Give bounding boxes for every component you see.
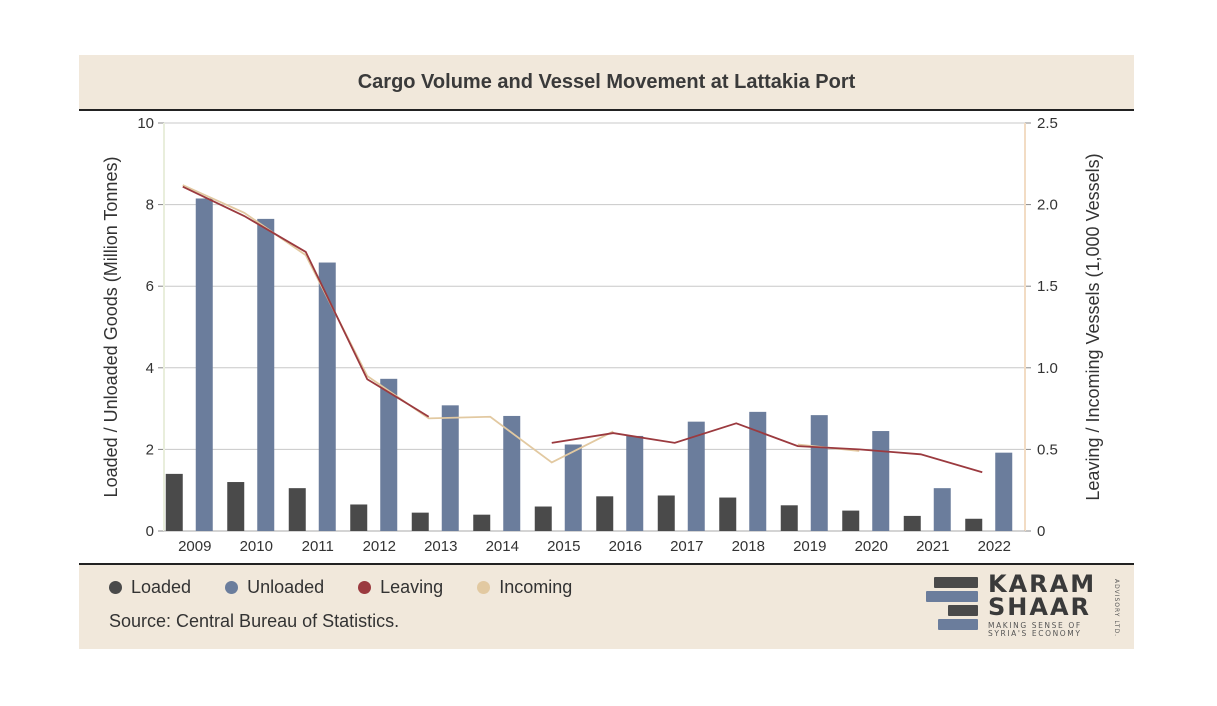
- logo-tagline: MAKING SENSE OF SYRIA'S ECONOMY: [988, 622, 1082, 638]
- bar-loaded: [780, 505, 798, 531]
- legend-label-loaded: Loaded: [131, 577, 192, 597]
- x-tick-label: 2020: [855, 538, 888, 555]
- bar-unloaded: [933, 488, 951, 531]
- bar-loaded: [965, 518, 983, 531]
- chart-card: Cargo Volume and Vessel Movement at Latt…: [79, 55, 1134, 649]
- logo-bars-icon: [926, 575, 986, 643]
- source-note: Source: Central Bureau of Statistics.: [109, 611, 400, 631]
- x-tick-label: 2013: [424, 538, 457, 555]
- x-tick-label: 2010: [240, 538, 273, 555]
- legend-dot-leaving: [358, 581, 372, 594]
- chart-title: Cargo Volume and Vessel Movement at Latt…: [357, 70, 856, 93]
- x-tick-label: 2019: [793, 538, 826, 555]
- bar-unloaded: [503, 415, 521, 531]
- bar-loaded: [842, 510, 860, 531]
- brand-logo: KARAM SHAAR MAKING SENSE OF SYRIA'S ECON…: [926, 570, 1120, 643]
- y2-tick-label: 2.0: [1037, 197, 1058, 214]
- legend-label-leaving: Leaving: [380, 577, 444, 597]
- logo-line2: SHAAR: [988, 593, 1091, 621]
- x-tick-label: 2022: [978, 538, 1011, 555]
- x-tick-label: 2015: [547, 538, 580, 555]
- bar-loaded: [534, 506, 552, 531]
- x-tick-label: 2018: [732, 538, 765, 555]
- bar-unloaded: [626, 435, 644, 531]
- x-tick-label: 2014: [486, 538, 519, 555]
- plot-area: 0 2 4 6 8 10 0 0.5 1.0 1.5 2.0 2.5 Loaded / Unloaded…: [101, 115, 1103, 555]
- bar-unloaded: [257, 218, 275, 531]
- bar-unloaded: [380, 378, 398, 531]
- y2-tick-label: 2.5: [1037, 115, 1058, 132]
- y-tick-label: 6: [146, 278, 154, 295]
- x-tick-label: 2011: [302, 538, 334, 555]
- line-leaving: [551, 422, 983, 474]
- legend-item-unloaded: Unloaded: [225, 577, 324, 598]
- bar-unloaded: [441, 405, 459, 531]
- bar-loaded: [473, 514, 491, 531]
- bar-unloaded: [687, 421, 705, 531]
- bar-loaded: [288, 488, 306, 531]
- logo-vertical-text: ADVISORY LTD.: [1113, 579, 1120, 638]
- x-tick-label: 2021: [916, 538, 949, 555]
- y2-tick-label: 1.0: [1037, 360, 1058, 377]
- y-tick-label: 4: [146, 360, 154, 377]
- bar-loaded: [596, 496, 614, 531]
- line-incoming: [182, 184, 614, 464]
- bar-unloaded: [318, 262, 336, 531]
- logo-tagline2: SYRIA'S ECONOMY: [988, 629, 1082, 638]
- x-tick-label: 2012: [363, 538, 396, 555]
- legend-label-unloaded: Unloaded: [247, 577, 325, 597]
- legend-item-leaving: Leaving: [358, 577, 443, 598]
- bar-loaded: [165, 473, 183, 531]
- footer-band: Loaded Unloaded Leaving Incoming Source:…: [79, 563, 1134, 649]
- legend-label-incoming: Incoming: [499, 577, 573, 597]
- y-tick-label: 0: [146, 523, 154, 540]
- bar-unloaded: [195, 198, 213, 531]
- y-tick-label: 2: [146, 441, 154, 458]
- logo-line1: KARAM: [988, 570, 1097, 598]
- y2-axis-title: Leaving / Incoming Vessels (1,000 Vessel…: [1083, 153, 1103, 500]
- x-tick-label: 2016: [609, 538, 642, 555]
- bar-loaded: [350, 504, 368, 531]
- y2-tick-label: 0: [1037, 523, 1045, 540]
- logo-tagline1: MAKING SENSE OF: [988, 621, 1082, 630]
- y-axis-title: Loaded / Unloaded Goods (Million Tonnes): [101, 157, 121, 498]
- legend-dot-unloaded: [225, 581, 239, 594]
- bar-loaded: [227, 482, 245, 531]
- y2-tick-label: 1.5: [1037, 278, 1058, 295]
- bar-unloaded: [749, 411, 767, 531]
- x-tick-label: 2009: [178, 538, 211, 555]
- legend-dot-incoming: [477, 581, 491, 594]
- title-band: Cargo Volume and Vessel Movement at Latt…: [79, 55, 1134, 111]
- legend: Loaded Unloaded Leaving Incoming: [109, 577, 572, 598]
- x-tick-label: 2017: [670, 538, 703, 555]
- bar-unloaded: [810, 415, 828, 531]
- legend-item-loaded: Loaded: [109, 577, 191, 598]
- bar-unloaded: [564, 444, 582, 531]
- y-tick-label: 8: [146, 197, 154, 214]
- legend-item-incoming: Incoming: [477, 577, 572, 598]
- bar-loaded: [903, 515, 921, 531]
- bar-unloaded: [872, 431, 890, 531]
- bar-loaded: [719, 497, 737, 531]
- bar-loaded: [411, 512, 429, 531]
- bar-unloaded: [995, 452, 1013, 531]
- line-leaving: [182, 185, 430, 418]
- logo-wordmark: KARAM SHAAR: [988, 570, 1097, 621]
- y2-tick-label: 0.5: [1037, 441, 1058, 458]
- y-tick-label: 10: [137, 115, 154, 132]
- bar-loaded: [657, 495, 675, 531]
- legend-dot-loaded: [109, 581, 122, 594]
